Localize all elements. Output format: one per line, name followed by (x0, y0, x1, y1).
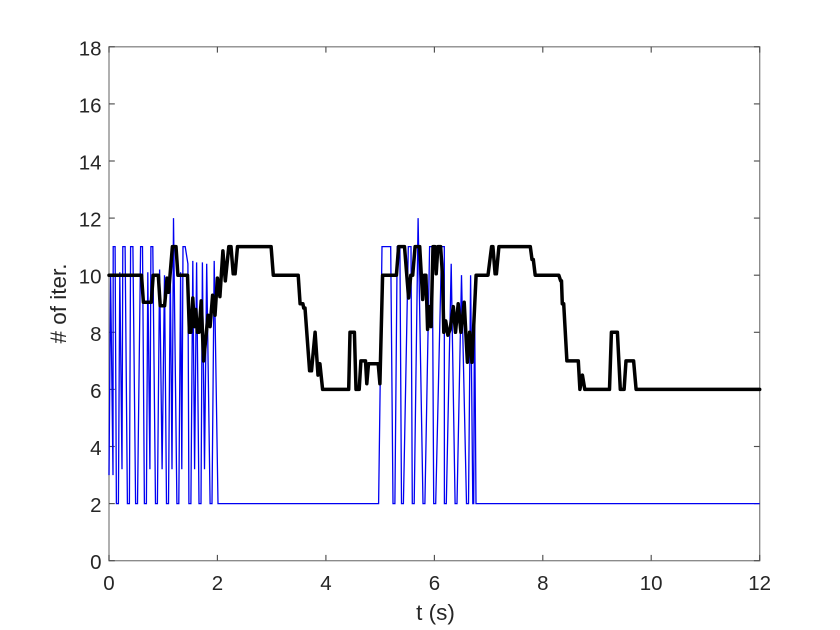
svg-text:6: 6 (90, 380, 101, 403)
svg-text:10: 10 (79, 266, 102, 289)
svg-text:# of iter.: # of iter. (46, 263, 71, 343)
svg-text:4: 4 (320, 572, 331, 595)
svg-text:16: 16 (79, 94, 102, 117)
svg-text:6: 6 (429, 572, 440, 595)
svg-text:8: 8 (90, 323, 101, 346)
svg-text:18: 18 (79, 37, 102, 60)
svg-text:2: 2 (90, 494, 101, 517)
svg-text:0: 0 (90, 551, 101, 574)
svg-text:4: 4 (90, 437, 101, 460)
svg-text:t (s): t (s) (416, 600, 455, 625)
svg-text:8: 8 (537, 572, 548, 595)
svg-text:14: 14 (79, 152, 102, 175)
svg-text:12: 12 (748, 572, 771, 595)
svg-text:12: 12 (79, 209, 102, 232)
svg-text:2: 2 (212, 572, 223, 595)
svg-text:0: 0 (103, 572, 114, 595)
svg-text:10: 10 (640, 572, 663, 595)
